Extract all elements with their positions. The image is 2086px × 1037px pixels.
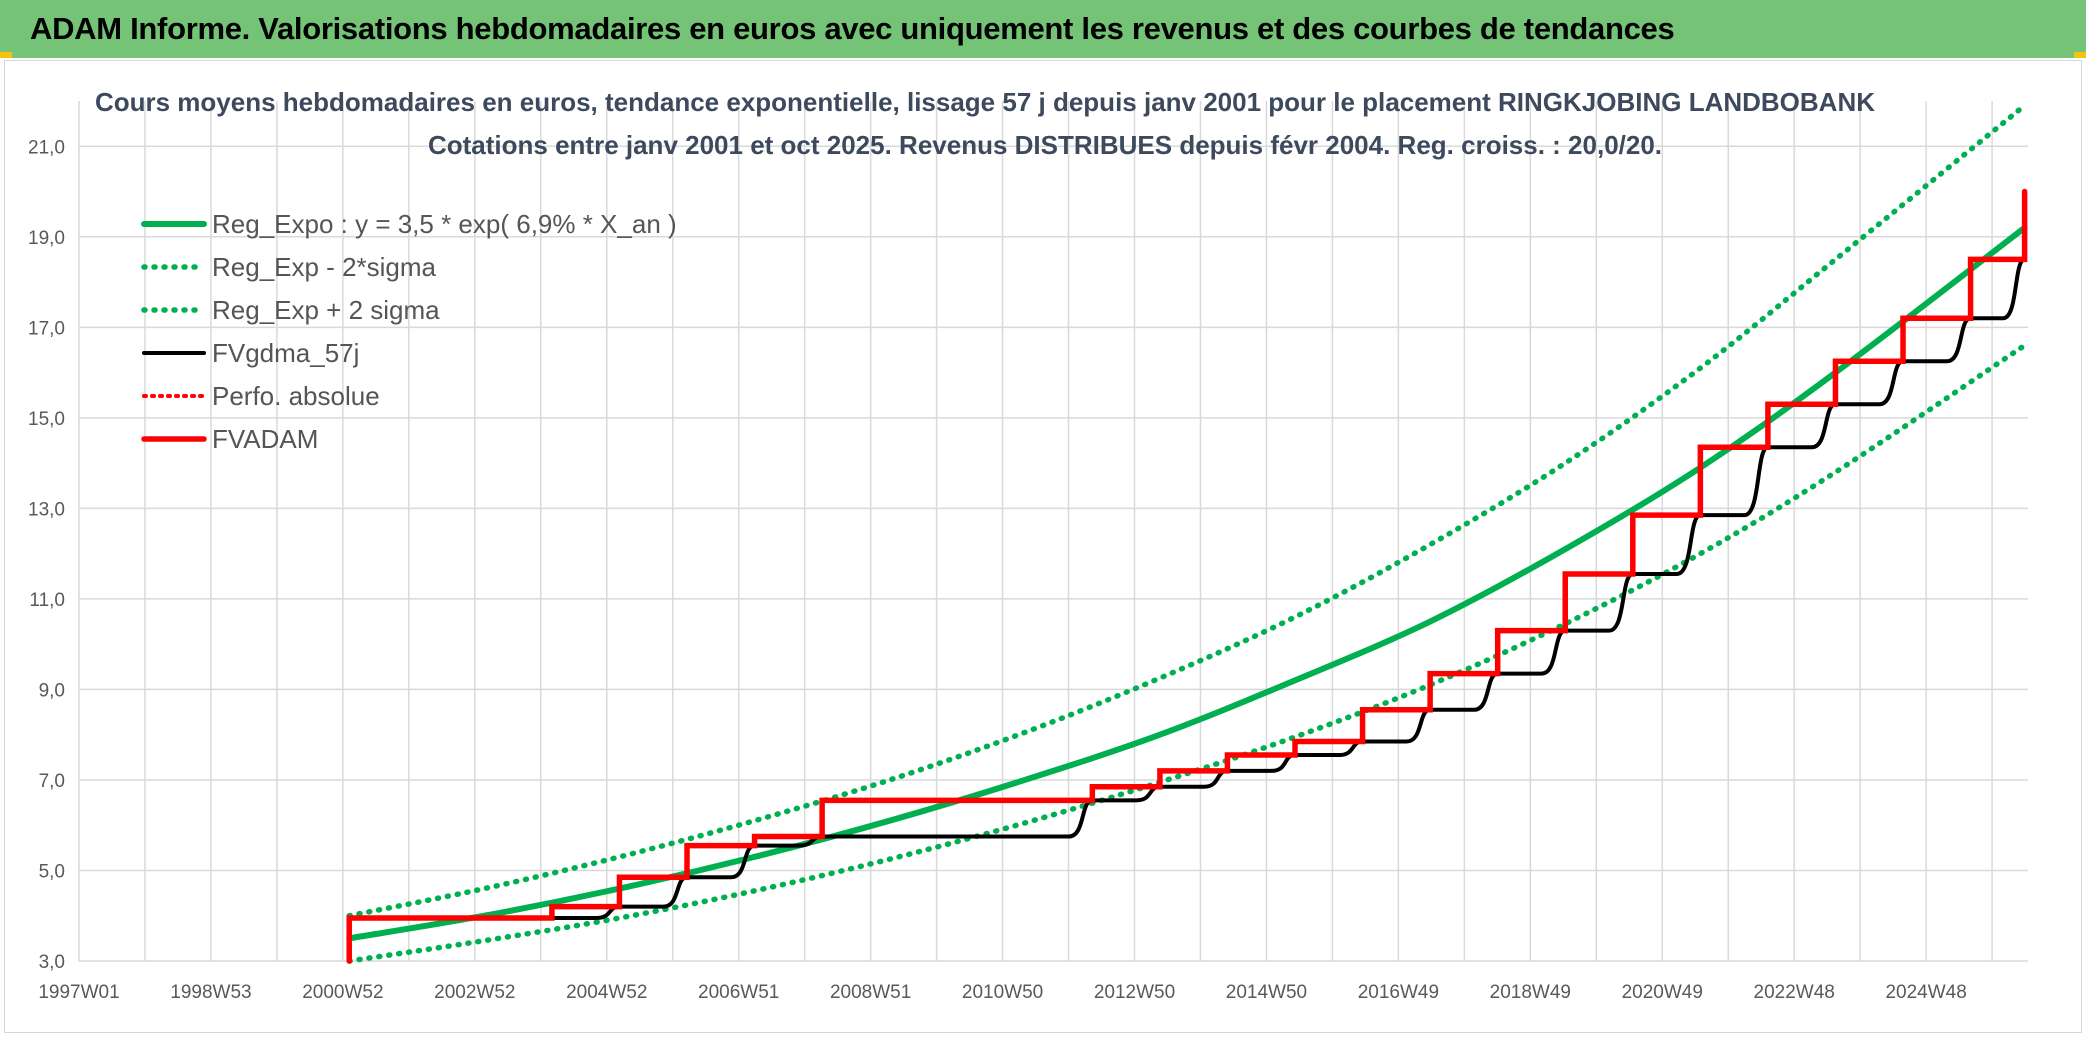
y-tick-label: 21,0: [28, 137, 65, 158]
x-tick-label: 2010W50: [962, 982, 1043, 1003]
x-tick-label: 2002W52: [434, 982, 515, 1003]
y-axis-ticks: 3,0 5,0 7,0 9,0 11,0 13,0 15,0 17,0 19,0 21,0: [28, 137, 65, 973]
series-line-fvadam: [346, 188, 2028, 964]
series-line-reg-exp-2-sigma: [346, 102, 2028, 919]
x-tick-label: 2008W51: [830, 982, 911, 1003]
report-title: ADAM Informe. Valorisations hebdomadaire…: [30, 11, 1675, 46]
x-tick-label: 2018W49: [1490, 982, 1571, 1003]
y-tick-label: 5,0: [39, 861, 65, 882]
legend: Reg_Expo : y = 3,5 * exp( 6,9% * X_an ) R…: [141, 209, 677, 454]
x-tick-label: 2006W51: [698, 982, 779, 1003]
y-tick-label: 19,0: [28, 228, 65, 249]
x-tick-label: 2014W50: [1226, 982, 1307, 1003]
y-tick-label: 17,0: [28, 318, 65, 339]
y-tick-label: 11,0: [29, 590, 65, 611]
legend-label: Reg_Expo : y = 3,5 * exp( 6,9% * X_an ): [212, 209, 677, 239]
series-line-reg-expo-y-3-5-exp-6-9-x-an: [346, 224, 2028, 942]
grid-lines: [78, 101, 2028, 962]
x-tick-label: 1998W53: [170, 982, 251, 1003]
x-tick-label: 2012W50: [1094, 982, 1175, 1003]
y-tick-label: 15,0: [28, 409, 65, 430]
chart-frame: Cours moyens hebdomadaires en euros, ten…: [4, 60, 2082, 1033]
x-axis-ticks: 1997W01 1998W53 2000W52 2002W52 2004W52 2006W…: [38, 982, 1966, 1003]
x-tick-label: 2016W49: [1358, 982, 1439, 1003]
x-tick-label: 2000W52: [302, 982, 383, 1003]
series-line-fvgdma-57j: [347, 257, 2027, 921]
chart-svg: Cours moyens hebdomadaires en euros, ten…: [28, 87, 2028, 1003]
y-tick-label: 7,0: [39, 771, 65, 792]
y-tick-label: 9,0: [39, 680, 65, 701]
corner-accent-left: [0, 52, 12, 58]
y-tick-label: 3,0: [39, 952, 65, 973]
legend-label: Reg_Exp - 2*sigma: [212, 252, 437, 282]
x-tick-label: 2004W52: [566, 982, 647, 1003]
series-group: [346, 102, 2028, 964]
x-tick-label: 2024W48: [1885, 982, 1966, 1003]
x-tick-label: 2022W48: [1754, 982, 1835, 1003]
report-banner: ADAM Informe. Valorisations hebdomadaire…: [0, 0, 2086, 58]
chart-title: Cours moyens hebdomadaires en euros, ten…: [95, 87, 1875, 117]
corner-accent-right: [2074, 52, 2086, 58]
y-tick-label: 13,0: [28, 499, 65, 520]
x-tick-label: 1997W01: [38, 982, 119, 1003]
legend-label: FVADAM: [212, 424, 318, 454]
legend-label: Perfo. absolue: [212, 381, 380, 411]
x-tick-label: 2020W49: [1622, 982, 1703, 1003]
legend-label: Reg_Exp + 2 sigma: [212, 295, 440, 325]
chart-subtitle: Cotations entre janv 2001 et oct 2025. R…: [428, 130, 1662, 160]
series-line-reg-exp-2-sigma: [346, 342, 2028, 964]
legend-label: FVgdma_57j: [212, 338, 359, 368]
